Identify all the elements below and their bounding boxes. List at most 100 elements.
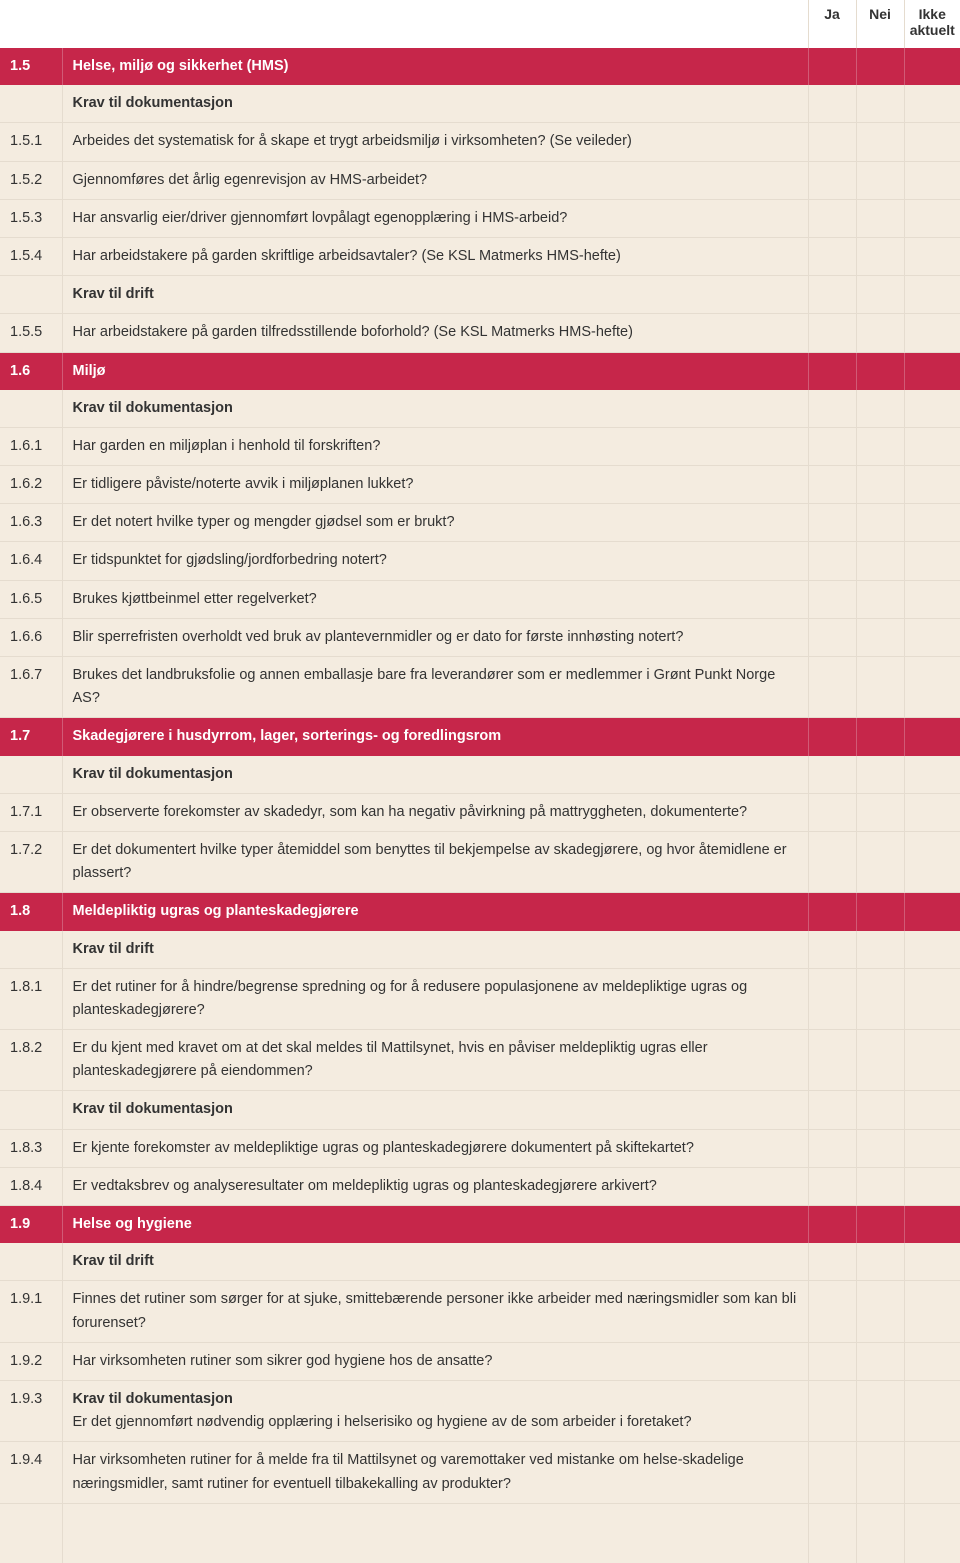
- check-ja[interactable]: [808, 504, 856, 542]
- check-ikke[interactable]: [904, 1442, 960, 1503]
- check-ja[interactable]: [808, 1281, 856, 1342]
- check-nei[interactable]: [856, 718, 904, 756]
- check-nei[interactable]: [856, 1342, 904, 1380]
- check-ja[interactable]: [808, 618, 856, 656]
- check-nei[interactable]: [856, 1206, 904, 1244]
- check-ja[interactable]: [808, 1167, 856, 1205]
- check-ja[interactable]: [808, 199, 856, 237]
- check-ja[interactable]: [808, 968, 856, 1029]
- check-ja[interactable]: [808, 542, 856, 580]
- check-ikke[interactable]: [904, 85, 960, 123]
- check-ikke[interactable]: [904, 161, 960, 199]
- check-nei[interactable]: [856, 542, 904, 580]
- check-ja[interactable]: [808, 352, 856, 390]
- check-ikke[interactable]: [904, 1206, 960, 1244]
- check-ja[interactable]: [808, 718, 856, 756]
- check-nei[interactable]: [856, 276, 904, 314]
- check-ikke[interactable]: [904, 1380, 960, 1441]
- check-ja[interactable]: [808, 390, 856, 428]
- check-ikke[interactable]: [904, 48, 960, 85]
- check-ikke[interactable]: [904, 580, 960, 618]
- check-ikke[interactable]: [904, 276, 960, 314]
- check-ja[interactable]: [808, 48, 856, 85]
- check-ja[interactable]: [808, 1442, 856, 1503]
- check-ikke[interactable]: [904, 466, 960, 504]
- check-nei[interactable]: [856, 580, 904, 618]
- check-ja[interactable]: [808, 161, 856, 199]
- check-ja[interactable]: [808, 931, 856, 969]
- check-nei[interactable]: [856, 466, 904, 504]
- check-ikke[interactable]: [904, 1030, 960, 1091]
- check-nei[interactable]: [856, 831, 904, 892]
- check-ikke[interactable]: [904, 793, 960, 831]
- check-ikke[interactable]: [904, 1243, 960, 1281]
- check-nei[interactable]: [856, 893, 904, 931]
- check-ja[interactable]: [808, 831, 856, 892]
- check-ja[interactable]: [808, 1206, 856, 1244]
- check-ja[interactable]: [808, 237, 856, 275]
- check-ikke[interactable]: [904, 1167, 960, 1205]
- check-ikke[interactable]: [904, 352, 960, 390]
- check-ikke[interactable]: [904, 831, 960, 892]
- check-nei[interactable]: [856, 1281, 904, 1342]
- check-nei[interactable]: [856, 756, 904, 794]
- check-ikke[interactable]: [904, 718, 960, 756]
- check-ja[interactable]: [808, 1091, 856, 1129]
- check-ja[interactable]: [808, 1342, 856, 1380]
- check-ikke[interactable]: [904, 1281, 960, 1342]
- check-nei[interactable]: [856, 504, 904, 542]
- check-ja[interactable]: [808, 756, 856, 794]
- check-ja[interactable]: [808, 276, 856, 314]
- check-ikke[interactable]: [904, 1342, 960, 1380]
- check-nei[interactable]: [856, 123, 904, 161]
- check-ja[interactable]: [808, 893, 856, 931]
- check-nei[interactable]: [856, 1380, 904, 1441]
- check-ikke[interactable]: [904, 542, 960, 580]
- check-nei[interactable]: [856, 1442, 904, 1503]
- check-ja[interactable]: [808, 1129, 856, 1167]
- check-ikke[interactable]: [904, 931, 960, 969]
- check-nei[interactable]: [856, 390, 904, 428]
- check-ikke[interactable]: [904, 756, 960, 794]
- check-nei[interactable]: [856, 199, 904, 237]
- check-ikke[interactable]: [904, 1091, 960, 1129]
- check-nei[interactable]: [856, 1091, 904, 1129]
- check-nei[interactable]: [856, 1030, 904, 1091]
- check-ikke[interactable]: [904, 237, 960, 275]
- check-ikke[interactable]: [904, 968, 960, 1029]
- check-ja[interactable]: [808, 466, 856, 504]
- check-ikke[interactable]: [904, 427, 960, 465]
- check-ikke[interactable]: [904, 199, 960, 237]
- check-nei[interactable]: [856, 1167, 904, 1205]
- check-ja[interactable]: [808, 427, 856, 465]
- check-ikke[interactable]: [904, 893, 960, 931]
- check-ikke[interactable]: [904, 618, 960, 656]
- check-ikke[interactable]: [904, 504, 960, 542]
- check-nei[interactable]: [856, 1129, 904, 1167]
- check-ja[interactable]: [808, 85, 856, 123]
- check-nei[interactable]: [856, 48, 904, 85]
- check-ja[interactable]: [808, 1243, 856, 1281]
- check-nei[interactable]: [856, 618, 904, 656]
- check-nei[interactable]: [856, 793, 904, 831]
- check-nei[interactable]: [856, 85, 904, 123]
- check-ja[interactable]: [808, 1380, 856, 1441]
- check-nei[interactable]: [856, 161, 904, 199]
- check-nei[interactable]: [856, 968, 904, 1029]
- check-ikke[interactable]: [904, 657, 960, 718]
- check-ja[interactable]: [808, 657, 856, 718]
- check-ikke[interactable]: [904, 1129, 960, 1167]
- check-ja[interactable]: [808, 793, 856, 831]
- check-nei[interactable]: [856, 314, 904, 352]
- check-ja[interactable]: [808, 580, 856, 618]
- check-ikke[interactable]: [904, 123, 960, 161]
- check-ikke[interactable]: [904, 314, 960, 352]
- check-ja[interactable]: [808, 123, 856, 161]
- check-nei[interactable]: [856, 931, 904, 969]
- check-ja[interactable]: [808, 314, 856, 352]
- check-ja[interactable]: [808, 1030, 856, 1091]
- check-nei[interactable]: [856, 427, 904, 465]
- check-nei[interactable]: [856, 1243, 904, 1281]
- check-nei[interactable]: [856, 237, 904, 275]
- check-nei[interactable]: [856, 352, 904, 390]
